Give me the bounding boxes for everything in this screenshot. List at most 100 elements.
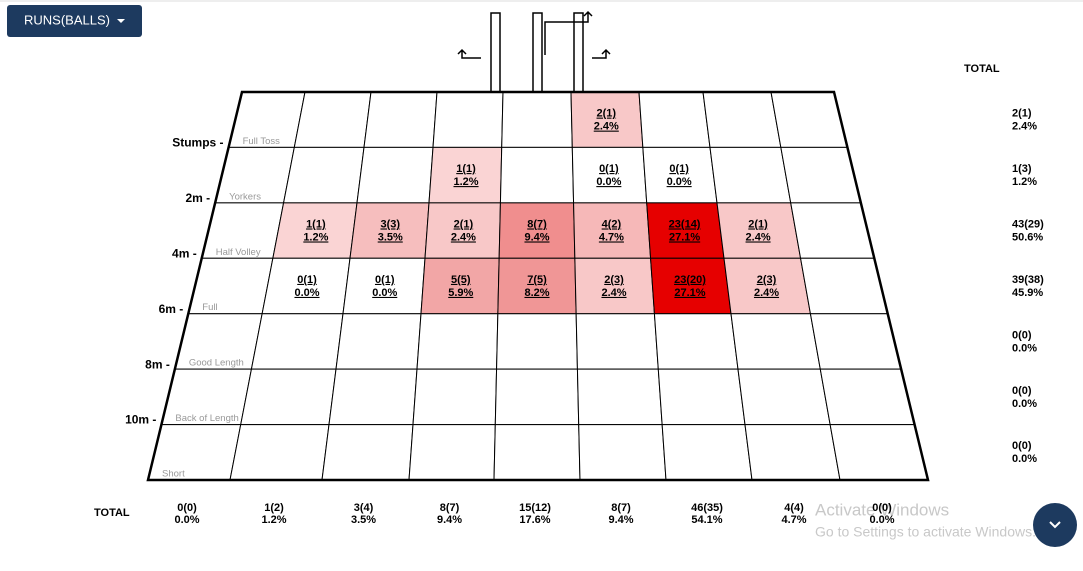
row-total-percent: 2.4% — [1012, 121, 1037, 133]
column-total-percent: 4.7% — [781, 514, 806, 526]
column-total-value: 0(0) — [177, 502, 197, 514]
cell-percent: 0.0% — [372, 287, 397, 299]
pitch-grid — [146, 90, 930, 482]
column-total-percent: 9.4% — [608, 514, 633, 526]
row-total-value: 43(29) — [1012, 218, 1044, 230]
column-total-value: 4(4) — [784, 502, 804, 514]
pitch-cell — [496, 313, 578, 370]
pitch-cell — [493, 424, 581, 481]
row-label: Back of Length — [175, 413, 238, 424]
pitch-cell — [744, 424, 841, 481]
column-total-percent: 9.4% — [437, 514, 462, 526]
row-total-value: 1(3) — [1012, 163, 1032, 175]
row-total-percent: 45.9% — [1012, 287, 1043, 299]
cell-value: 0(1) — [599, 163, 619, 175]
pitch-cell — [576, 368, 663, 426]
cell-value: 0(1) — [375, 274, 395, 286]
column-total-value: 15(12) — [519, 502, 551, 514]
row-label: Full Toss — [243, 136, 281, 147]
scroll-circle[interactable] — [1033, 503, 1077, 547]
column-total-percent: 17.6% — [519, 514, 550, 526]
pitch-cell — [240, 368, 337, 426]
cell-percent: 2.4% — [601, 287, 626, 299]
cell-value: 3(3) — [380, 218, 400, 230]
stump — [573, 12, 584, 93]
pitch-cell — [575, 313, 659, 370]
column-total-value: 1(2) — [264, 502, 284, 514]
pitch-cell — [416, 313, 499, 370]
pitch-cell — [412, 368, 498, 426]
row-total-percent: 0.0% — [1012, 453, 1037, 465]
cell-value: 2(3) — [757, 274, 777, 286]
column-total-value: 3(4) — [354, 502, 374, 514]
row-label: Half Volley — [216, 247, 261, 258]
pitch-cell — [653, 313, 739, 370]
pitch-cell — [657, 368, 746, 426]
stump — [490, 12, 501, 93]
column-total-value: 8(7) — [440, 502, 460, 514]
pitch-cell — [730, 313, 821, 370]
caret — [117, 19, 125, 23]
runs-dropdown[interactable]: RUNS(BALLS) — [7, 5, 142, 37]
pitch-cell — [408, 424, 496, 481]
cell-percent: 8.2% — [524, 287, 549, 299]
watermark-subtitle: Go to Settings to activate Windows. — [815, 524, 1036, 540]
length-marker: 8m - — [145, 357, 170, 371]
cell-percent: 27.1% — [674, 287, 705, 299]
pitch-cell — [363, 91, 438, 148]
length-marker: 2m - — [185, 191, 210, 205]
column-total-percent: 54.1% — [691, 514, 722, 526]
pitch-cell — [282, 146, 365, 204]
cell-value: 1(1) — [456, 163, 476, 175]
row-total-value: 0(0) — [1012, 385, 1032, 397]
pitch-cell — [494, 368, 580, 426]
column-total-value: 8(7) — [611, 502, 631, 514]
pitch-outline — [146, 90, 930, 482]
column-total-label: TOTAL — [94, 507, 130, 519]
row-total-value: 39(38) — [1012, 274, 1044, 286]
column-total-percent: 1.2% — [261, 514, 286, 526]
cell-percent: 1.2% — [453, 176, 478, 188]
watermark: Activate Windows Go to Settings to activ… — [815, 500, 1036, 539]
row-label: Good Length — [189, 358, 244, 369]
row-label: Short — [162, 469, 185, 480]
stump — [532, 12, 543, 93]
row-label: Full — [202, 302, 217, 313]
cell-percent: 2.4% — [594, 121, 619, 133]
column-total-percent: 0.0% — [174, 514, 199, 526]
row-total-percent: 0.0% — [1012, 342, 1037, 354]
row-total-value: 0(0) — [1012, 329, 1032, 341]
stumps — [457, 10, 611, 93]
bail-arrow — [544, 10, 593, 55]
cell-percent: 9.4% — [524, 231, 549, 243]
row-total-percent: 0.0% — [1012, 398, 1037, 410]
cell-percent: 2.4% — [746, 231, 771, 243]
cell-value: 8(7) — [527, 218, 547, 230]
cell-percent: 1.2% — [303, 231, 328, 243]
cell-percent: 4.7% — [599, 231, 624, 243]
top-border — [0, 0, 1083, 2]
watermark-title: Activate Windows — [815, 500, 949, 519]
pitch-cell — [356, 146, 434, 204]
pitch-cell — [293, 91, 372, 148]
dropdown-button[interactable] — [7, 5, 142, 37]
column-total-percent: 0.0% — [869, 514, 894, 526]
cell-value: 23(14) — [669, 218, 701, 230]
cell-percent: 5.9% — [448, 287, 473, 299]
row-total-value: 0(0) — [1012, 440, 1032, 452]
dropdown-label[interactable]: RUNS(BALLS) — [24, 12, 110, 27]
pitch-cell — [501, 91, 573, 148]
scroll-button[interactable] — [1033, 503, 1077, 547]
column-total-value: 0(0) — [872, 502, 892, 514]
cell-value: 2(1) — [748, 218, 768, 230]
cell-value: 5(5) — [451, 274, 471, 286]
cell-value: 4(2) — [602, 218, 622, 230]
row-total-percent: 1.2% — [1012, 176, 1037, 188]
cell-percent: 2.4% — [754, 287, 779, 299]
cell-percent: 27.1% — [669, 231, 700, 243]
pitch-cell — [335, 313, 422, 370]
cell-value: 7(5) — [527, 274, 547, 286]
cell-value: 1(1) — [306, 218, 326, 230]
column-total-value: 46(35) — [691, 502, 723, 514]
